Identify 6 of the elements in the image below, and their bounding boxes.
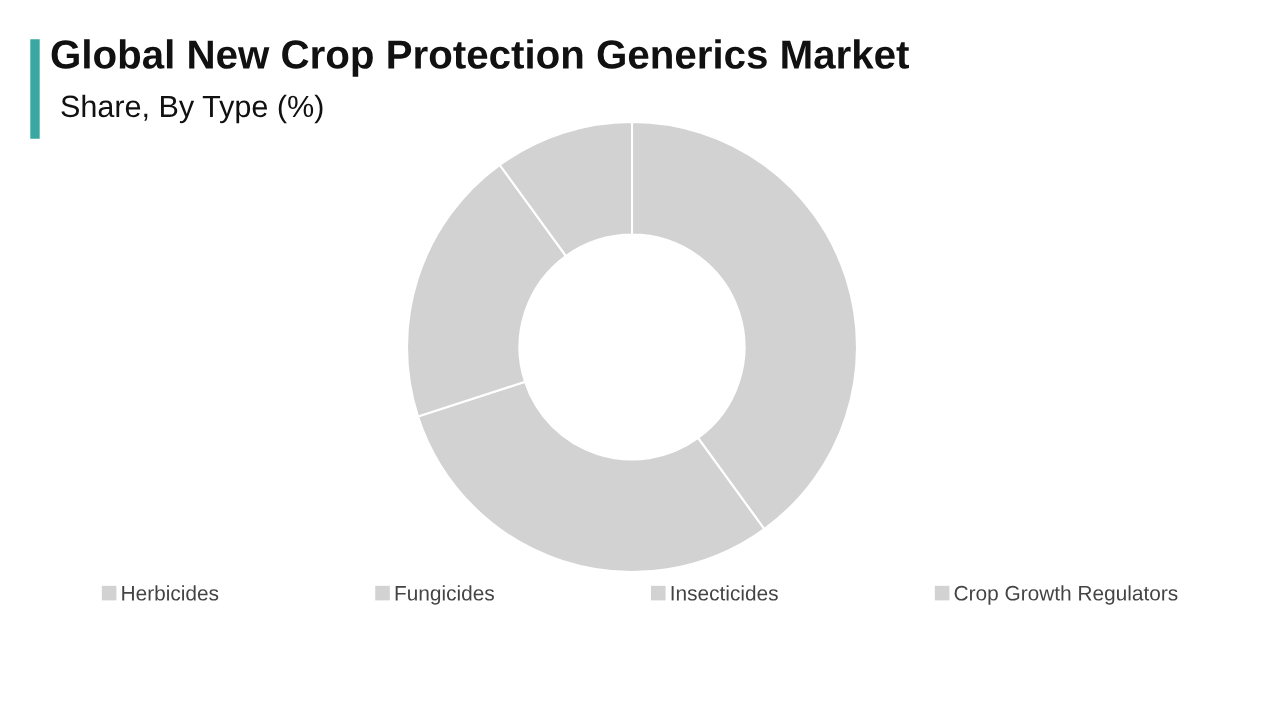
chart-subtitle: Share, By Type (%) (61, 94, 323, 124)
chart-title: Global New Crop Protection Generics Market (51, 39, 909, 77)
legend-label: Fungicides (395, 585, 494, 605)
legend-label: Herbicides (122, 585, 219, 601)
legend-label: Insecticides (671, 585, 778, 601)
legend-label: Crop Growth Regulators (954, 585, 1178, 605)
